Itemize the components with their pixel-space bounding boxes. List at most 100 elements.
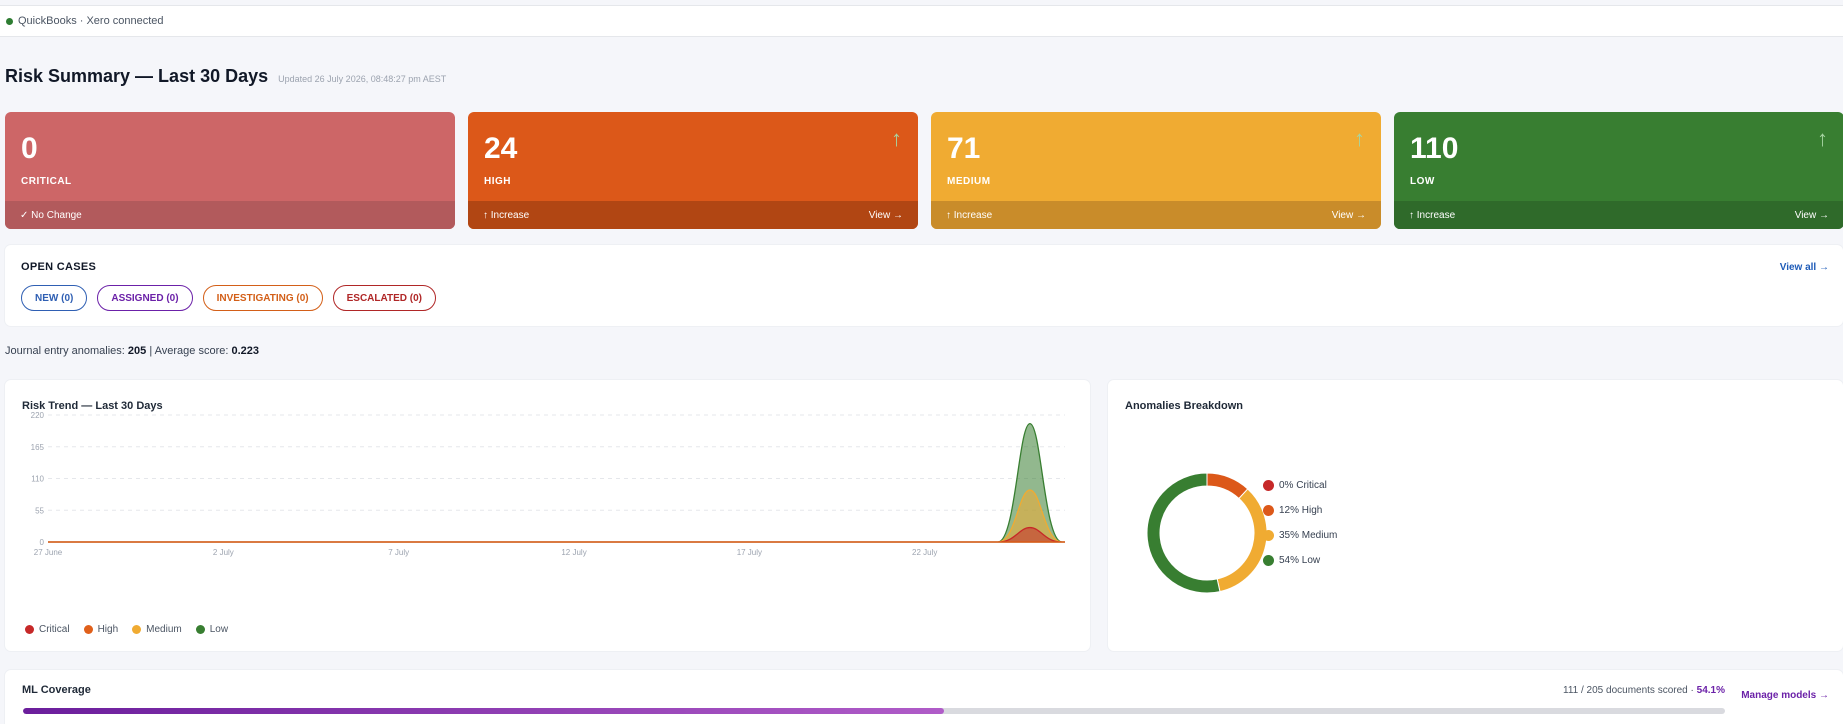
donut-legend-medium: 35% Medium <box>1263 530 1337 541</box>
x-tick-label: 27 June <box>34 548 63 557</box>
donut-slice-low[interactable] <box>1146 472 1221 594</box>
y-tick-label: 165 <box>31 443 45 452</box>
manage-models-link[interactable]: Manage models → <box>1741 690 1829 701</box>
card-change: ✓ No Change <box>20 209 82 221</box>
card-change: ↑ Increase <box>1409 209 1456 221</box>
legend-label: 12% High <box>1279 505 1323 516</box>
x-tick-label: 2 July <box>213 548 234 557</box>
pill-new[interactable]: NEW (0) <box>21 285 88 311</box>
y-tick-label: 0 <box>40 538 45 547</box>
risk-trend-panel: Risk Trend — Last 30 Days 0 55 110 165 220 27… <box>5 380 1090 651</box>
legend-swatch <box>132 625 142 634</box>
open-cases-panel: OPEN CASES View all → NEW (0) ASSIGNED (… <box>5 245 1843 326</box>
x-tick-label: 22 July <box>912 548 937 557</box>
page-title: Risk Summary — Last 30 Days <box>5 66 269 86</box>
legend-swatch <box>25 625 34 634</box>
legend-swatch <box>1263 505 1274 516</box>
ml-percentage: 54.1% <box>1696 685 1725 696</box>
connection-status-text: QuickBooks · Xero connected <box>18 15 164 27</box>
card-value: 71 <box>947 132 981 165</box>
risk-trend-title: Risk Trend — Last 30 Days <box>22 400 163 412</box>
x-tick-label: 7 July <box>388 548 409 557</box>
ml-progress-fill <box>23 708 944 714</box>
ml-coverage-stats: 111 / 205 documents scored · 54.1% <box>1563 685 1725 696</box>
donut-legend-low: 54% Low <box>1263 555 1337 566</box>
risk-card-high[interactable]: 24 HIGH ↑ ↑ Increase View → <box>468 112 918 229</box>
view-link[interactable]: View → <box>1331 209 1366 221</box>
legend-medium[interactable]: Medium <box>132 624 182 635</box>
legend-label: Low <box>209 624 229 635</box>
card-label: MEDIUM <box>947 176 991 187</box>
legend-high[interactable]: High <box>83 624 119 635</box>
legend-label: Critical <box>39 624 70 635</box>
view-link[interactable]: View → <box>1794 209 1829 221</box>
legend-label: High <box>97 624 119 635</box>
pill-investigating[interactable]: INVESTIGATING (0) <box>202 285 323 311</box>
open-cases-title: OPEN CASES <box>21 261 97 273</box>
card-label: HIGH <box>484 176 511 187</box>
card-change: ↑ Increase <box>483 209 530 221</box>
legend-label: Medium <box>146 624 182 635</box>
anomaly-prefix: Journal entry anomalies: <box>5 345 125 357</box>
donut-legend: 0% Critical 12% High 35% Medium 54% Low <box>1263 480 1337 566</box>
anomaly-count: 205 <box>127 345 147 357</box>
card-label: LOW <box>1410 176 1435 187</box>
ml-coverage-panel: ML Coverage 111 / 205 documents scored ·… <box>5 670 1843 724</box>
topbar: QuickBooks · Xero connected <box>0 5 1843 37</box>
risk-trend-legend: Critical High Medium Low <box>25 624 228 635</box>
updated-timestamp: Updated 26 July 2026, 08:48:27 pm AEST <box>278 74 447 84</box>
anomalies-donut-chart <box>1146 472 1268 594</box>
card-label: CRITICAL <box>21 176 72 187</box>
ml-scored-count: 111 / 205 documents scored <box>1563 685 1688 696</box>
connection-status-dot <box>6 17 13 25</box>
arrow-up-icon: ↑ <box>891 126 902 151</box>
card-value: 24 <box>484 132 518 165</box>
risk-card-medium[interactable]: 71 MEDIUM ↑ ↑ Increase View → <box>931 112 1381 229</box>
legend-swatch <box>195 625 205 634</box>
card-footer: ↑ Increase View → <box>468 201 918 229</box>
arrow-up-icon: ↑ <box>1817 126 1828 151</box>
legend-swatch <box>83 625 93 634</box>
breakdown-title: Anomalies Breakdown <box>1125 400 1243 412</box>
anomaly-score: 0.223 <box>231 345 260 357</box>
card-change: ↑ Increase <box>946 209 993 221</box>
title-row: Risk Summary — Last 30 Days Updated 26 J… <box>5 66 446 87</box>
y-tick-label: 55 <box>35 506 44 515</box>
legend-label: 0% Critical <box>1279 480 1327 491</box>
donut-legend-high: 12% High <box>1263 505 1337 516</box>
pill-escalated[interactable]: ESCALATED (0) <box>332 285 436 311</box>
anomaly-separator: | Average score: <box>149 345 229 357</box>
card-value: 110 <box>1410 132 1459 165</box>
risk-card-critical[interactable]: 0 CRITICAL ✓ No Change <box>5 112 455 229</box>
card-footer: ✓ No Change <box>5 201 455 229</box>
card-footer: ↑ Increase View → <box>1394 201 1843 229</box>
y-tick-label: 110 <box>31 475 44 484</box>
legend-label: 54% Low <box>1279 555 1321 566</box>
pill-assigned[interactable]: ASSIGNED (0) <box>97 285 193 311</box>
donut-slice-medium[interactable] <box>1216 488 1268 593</box>
series-area-low <box>48 423 1065 543</box>
card-value: 0 <box>21 132 38 165</box>
y-tick-label: 220 <box>31 411 45 420</box>
legend-swatch <box>1263 555 1274 566</box>
legend-critical[interactable]: Critical <box>25 624 70 635</box>
risk-trend-chart: 0 55 110 165 220 27 June 2 July 7 July 12 July 17… <box>31 411 1065 557</box>
risk-card-low[interactable]: 110 LOW ↑ ↑ Increase View → <box>1394 112 1843 229</box>
legend-swatch <box>1263 480 1274 491</box>
anomaly-summary: Journal entry anomalies: 205 | Average s… <box>5 345 259 357</box>
x-tick-label: 12 July <box>561 548 586 557</box>
card-footer: ↑ Increase View → <box>931 201 1381 229</box>
donut-slice-high[interactable] <box>1206 472 1249 500</box>
ml-separator: · <box>1690 685 1694 696</box>
legend-low[interactable]: Low <box>195 624 229 635</box>
legend-label: 35% Medium <box>1279 530 1338 541</box>
view-all-link[interactable]: View all → <box>1779 262 1829 273</box>
view-link[interactable]: View → <box>868 209 903 221</box>
ml-progress-bar <box>23 708 1725 714</box>
anomalies-breakdown-panel: Anomalies Breakdown 0% Critical 12% High… <box>1108 380 1843 651</box>
ml-coverage-title: ML Coverage <box>22 684 91 696</box>
x-tick-label: 17 July <box>737 548 762 557</box>
series-area-medium <box>48 489 1065 543</box>
donut-legend-critical: 0% Critical <box>1263 480 1337 491</box>
legend-swatch <box>1263 530 1274 541</box>
